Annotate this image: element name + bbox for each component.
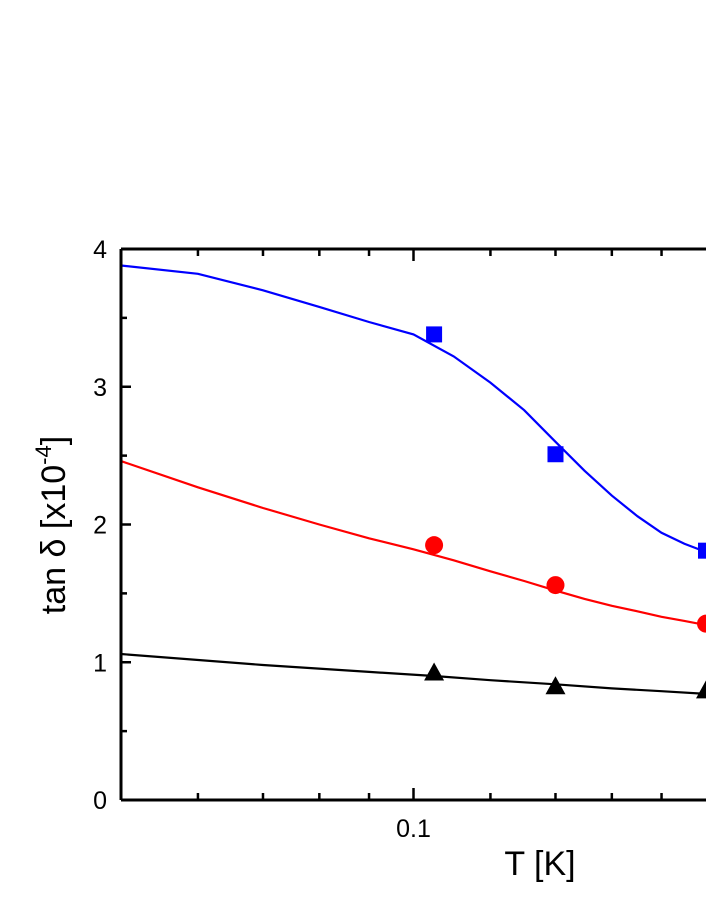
triangle-marker	[424, 662, 445, 681]
x-axis-label: T [K]	[504, 845, 575, 883]
x-tick-label: 0.1	[396, 815, 431, 843]
square-marker	[698, 542, 706, 559]
circle-marker	[546, 576, 565, 595]
triangle-marker	[696, 680, 706, 699]
triangle-marker	[545, 676, 566, 695]
y-tick-label: 2	[93, 512, 107, 540]
fit-curve-triangle	[120, 652, 706, 695]
fit-curve-square	[120, 264, 706, 554]
data-markers	[424, 326, 706, 699]
y-axis-label-superscript: -4	[31, 445, 56, 465]
fit-curves	[120, 264, 706, 695]
y-axis-label: tan δ [x10-4]	[31, 436, 73, 614]
y-tick-label: 1	[93, 649, 107, 677]
y-axis-label-suffix: ]	[35, 436, 73, 445]
axes: 0 1 2 3 4 0.1	[93, 236, 706, 843]
circle-marker	[697, 614, 706, 633]
fit-curve-circle	[120, 460, 706, 627]
square-marker	[426, 326, 443, 343]
y-tick-label: 0	[93, 787, 107, 815]
circle-marker	[425, 536, 444, 555]
square-marker	[547, 446, 564, 463]
y-tick-label: 3	[93, 374, 107, 402]
y-tick-label: 4	[93, 236, 107, 264]
y-axis-label-prefix: tan δ [x10	[35, 465, 73, 614]
axis-labels: T [K] tan δ [x10-4]	[31, 436, 576, 883]
